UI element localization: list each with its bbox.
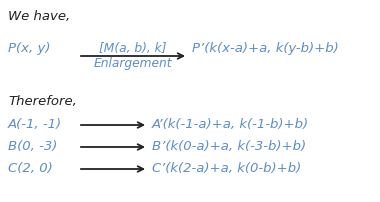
Text: P’(k(x-a)+a, k(y-b)+b): P’(k(x-a)+a, k(y-b)+b) xyxy=(192,42,339,55)
Text: A’(k(-1-a)+a, k(-1-b)+b): A’(k(-1-a)+a, k(-1-b)+b) xyxy=(152,117,309,130)
Text: C(2, 0): C(2, 0) xyxy=(8,161,53,174)
Text: [M(a, b), k]: [M(a, b), k] xyxy=(99,42,167,55)
Text: A(-1, -1): A(-1, -1) xyxy=(8,117,62,130)
Text: C’(k(2-a)+a, k(0-b)+b): C’(k(2-a)+a, k(0-b)+b) xyxy=(152,161,301,174)
Text: Therefore,: Therefore, xyxy=(8,95,77,107)
Text: We have,: We have, xyxy=(8,10,70,23)
Text: P(x, y): P(x, y) xyxy=(8,42,51,55)
Text: B’(k(0-a)+a, k(-3-b)+b): B’(k(0-a)+a, k(-3-b)+b) xyxy=(152,139,306,152)
Text: Enlargement: Enlargement xyxy=(94,57,172,70)
Text: B(0, -3): B(0, -3) xyxy=(8,139,57,152)
